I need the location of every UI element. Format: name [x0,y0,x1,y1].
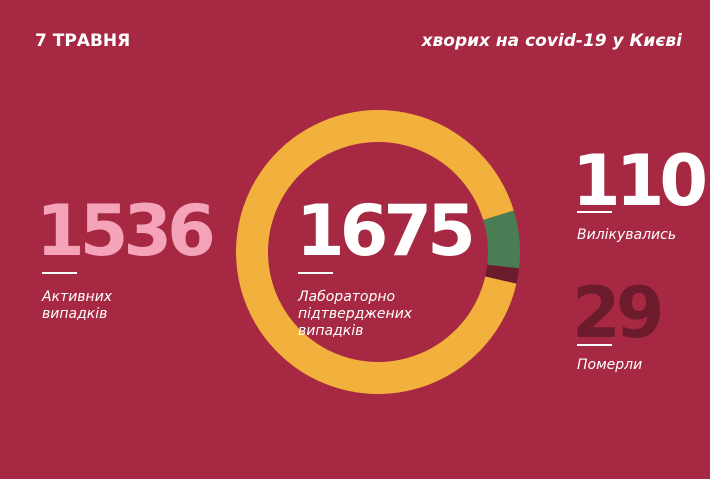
total-value: 1675 [296,190,476,272]
divider [577,211,612,213]
donut-segment [483,210,521,269]
divider [577,344,612,346]
total-label: Лабораторно підтверджених випадків [298,289,413,339]
category-label: Померли [577,357,643,373]
divider [42,272,77,274]
value-label: 110 [572,140,708,222]
value-label: 1536 [36,190,216,272]
value-label: 29 [572,272,664,354]
donut-segment [485,264,520,284]
category-label: Вилікувались [577,227,677,243]
subtitle: хворих на covid-19 у Києві [421,31,682,51]
title: 7 ТРАВНЯ [35,31,131,51]
divider [298,272,333,274]
category-label: Активних випадків [42,289,113,322]
